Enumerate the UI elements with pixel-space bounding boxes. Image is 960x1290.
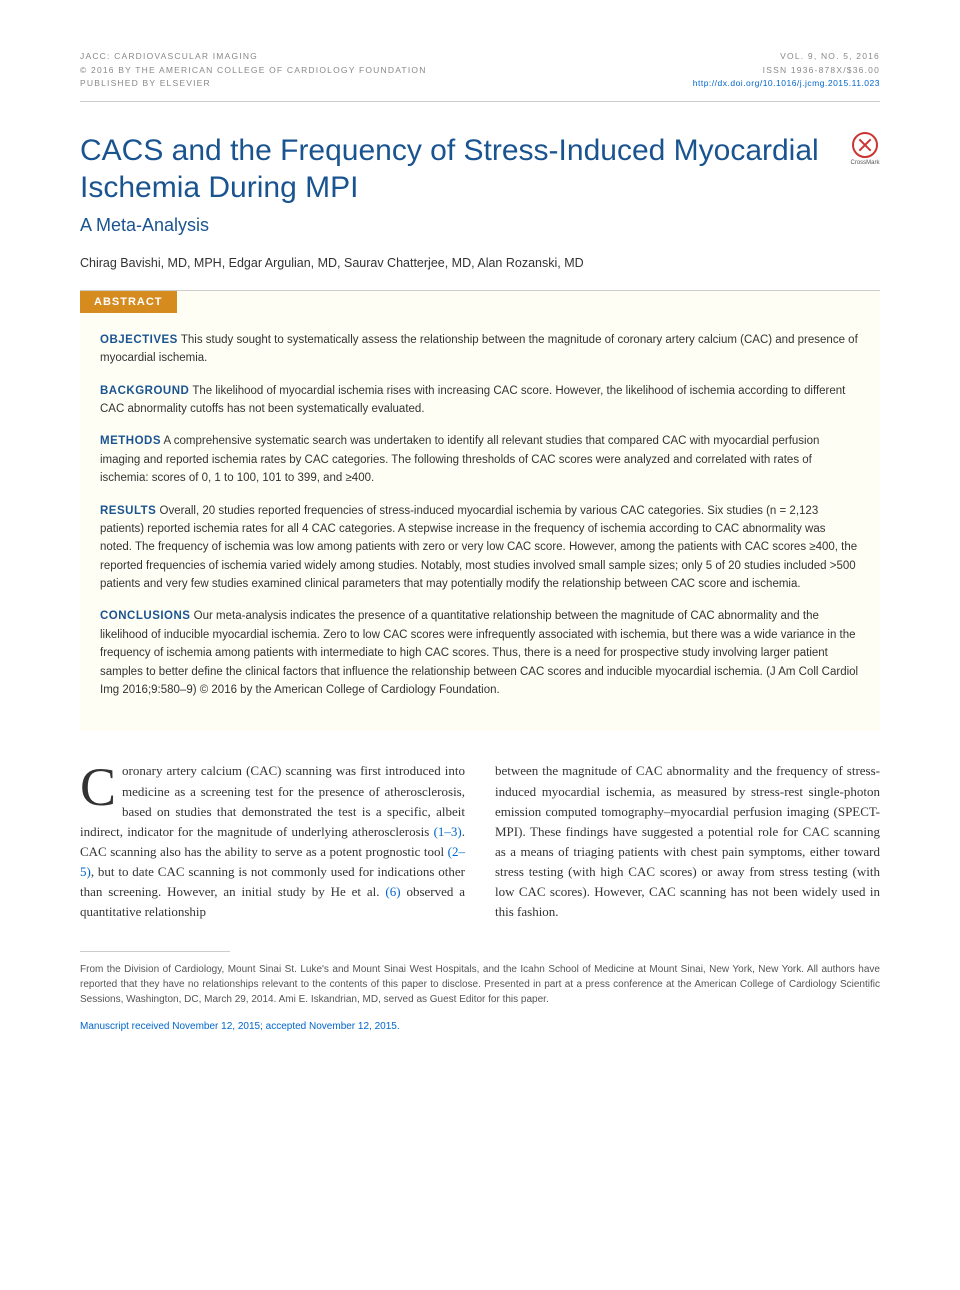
abstract-results: RESULTS Overall, 20 studies reported fre… — [80, 502, 880, 594]
abstract-label: ABSTRACT — [80, 291, 177, 313]
header-left: JACC: CARDIOVASCULAR IMAGING © 2016 BY T… — [80, 50, 427, 91]
header-right: VOL. 9, NO. 5, 2016 ISSN 1936-878X/$36.0… — [693, 50, 880, 91]
crossmark-badge[interactable]: CrossMark — [850, 132, 880, 170]
conclusions-text: Our meta-analysis indicates the presence… — [100, 610, 858, 696]
abstract-background: BACKGROUND The likelihood of myocardial … — [80, 382, 880, 419]
publisher-line: PUBLISHED BY ELSEVIER — [80, 77, 427, 91]
methods-heading: METHODS — [100, 435, 161, 447]
article-title: CACS and the Frequency of Stress-Induced… — [80, 132, 840, 207]
copyright-line: © 2016 BY THE AMERICAN COLLEGE OF CARDIO… — [80, 64, 427, 78]
reference-link-6[interactable]: (6) — [385, 884, 400, 899]
objectives-text: This study sought to systematically asse… — [100, 334, 858, 364]
body-text-1a: oronary artery calcium (CAC) scanning wa… — [80, 763, 465, 838]
journal-name: JACC: CARDIOVASCULAR IMAGING — [80, 50, 427, 64]
article-subtitle: A Meta-Analysis — [80, 215, 880, 236]
column-right: between the magnitude of CAC abnormality… — [495, 761, 880, 922]
results-text: Overall, 20 studies reported frequencies… — [100, 505, 857, 591]
methods-text: A comprehensive systematic search was un… — [100, 435, 819, 484]
column-left: Coronary artery calcium (CAC) scanning w… — [80, 761, 465, 922]
issn-line: ISSN 1936-878X/$36.00 — [693, 64, 880, 78]
body-paragraph-2: between the magnitude of CAC abnormality… — [495, 761, 880, 922]
page-header: JACC: CARDIOVASCULAR IMAGING © 2016 BY T… — [80, 50, 880, 91]
footer-divider — [80, 951, 230, 952]
authors-line: Chirag Bavishi, MD, MPH, Edgar Argulian,… — [80, 256, 880, 270]
dropcap: C — [80, 761, 122, 811]
background-heading: BACKGROUND — [100, 385, 189, 397]
abstract-methods: METHODS A comprehensive systematic searc… — [80, 432, 880, 487]
conclusions-heading: CONCLUSIONS — [100, 610, 190, 622]
abstract-conclusions: CONCLUSIONS Our meta-analysis indicates … — [80, 607, 880, 699]
crossmark-label: CrossMark — [850, 160, 879, 166]
abstract-objectives: OBJECTIVES This study sought to systemat… — [80, 331, 880, 368]
doi-link[interactable]: http://dx.doi.org/10.1016/j.jcmg.2015.11… — [693, 78, 880, 88]
volume-issue: VOL. 9, NO. 5, 2016 — [693, 50, 880, 64]
affiliation-footer: From the Division of Cardiology, Mount S… — [80, 962, 880, 1007]
background-text: The likelihood of myocardial ischemia ri… — [100, 385, 845, 415]
results-heading: RESULTS — [100, 505, 156, 517]
header-divider — [80, 101, 880, 102]
body-text: Coronary artery calcium (CAC) scanning w… — [80, 761, 880, 922]
body-paragraph-1: Coronary artery calcium (CAC) scanning w… — [80, 761, 465, 922]
objectives-heading: OBJECTIVES — [100, 334, 178, 346]
manuscript-dates: Manuscript received November 12, 2015; a… — [80, 1021, 880, 1032]
crossmark-icon — [852, 132, 878, 158]
reference-link-1-3[interactable]: (1–3) — [434, 824, 462, 839]
abstract-box: ABSTRACT OBJECTIVES This study sought to… — [80, 291, 880, 732]
